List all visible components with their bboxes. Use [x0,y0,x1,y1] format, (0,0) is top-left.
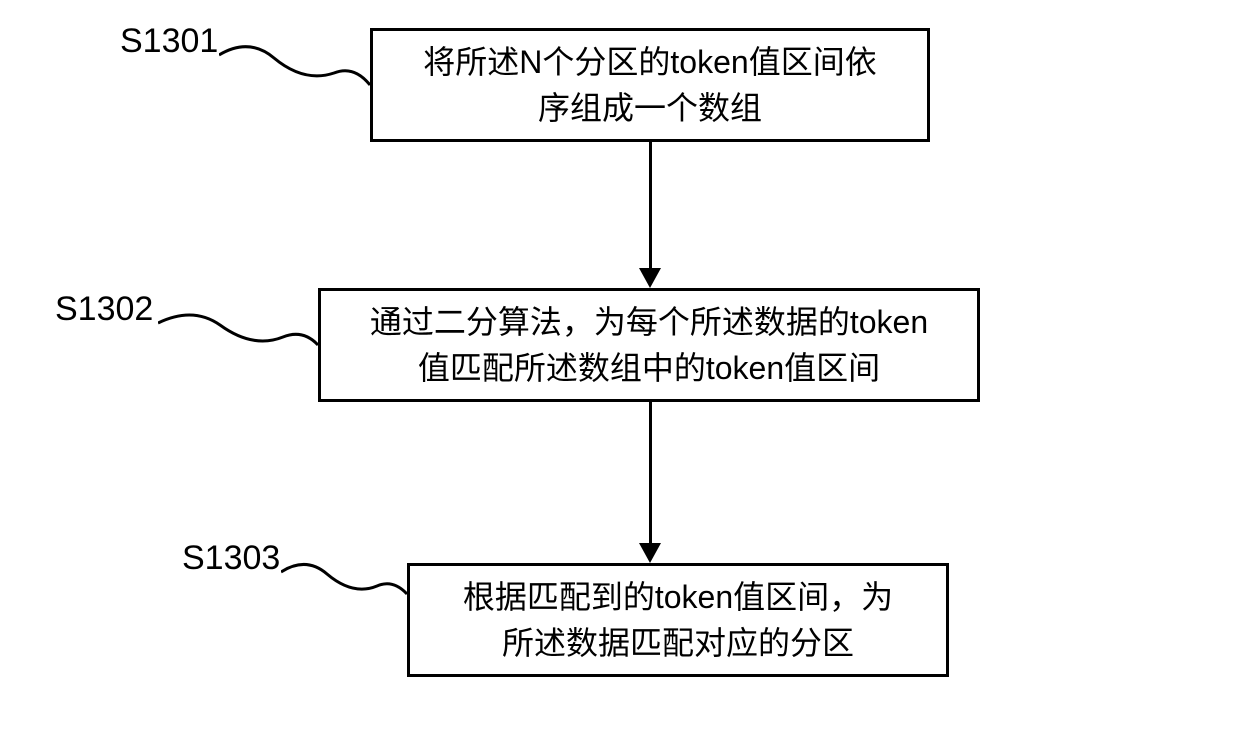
arrow-s1301-to-s1302 [639,142,661,288]
arrow-s1302-to-s1303 [639,402,661,563]
flow-text: 将所述N个分区的token值区间依 序组成一个数组 [423,39,876,132]
step-label-s1301: S1301 [120,22,218,61]
flow-box-s1301: 将所述N个分区的token值区间依 序组成一个数组 [370,28,930,142]
flow-box-s1303: 根据匹配到的token值区间，为 所述数据匹配对应的分区 [407,563,949,677]
flow-text: 根据匹配到的token值区间，为 所述数据匹配对应的分区 [463,574,893,667]
label-text: S1302 [55,290,153,328]
step-label-s1302: S1302 [55,290,153,329]
flow-box-s1302: 通过二分算法，为每个所述数据的token 值匹配所述数组中的token值区间 [318,288,980,402]
wavy-connector-s1302 [158,311,318,355]
arrow-head-icon [639,543,661,563]
label-text: S1303 [182,539,280,577]
arrow-head-icon [639,268,661,288]
wavy-connector-s1301 [219,43,370,95]
arrow-line [649,142,652,268]
arrow-line [649,402,652,543]
wavy-connector-s1303 [281,560,407,604]
flow-text: 通过二分算法，为每个所述数据的token 值匹配所述数组中的token值区间 [370,299,928,392]
step-label-s1303: S1303 [182,539,280,578]
label-text: S1301 [120,22,218,60]
